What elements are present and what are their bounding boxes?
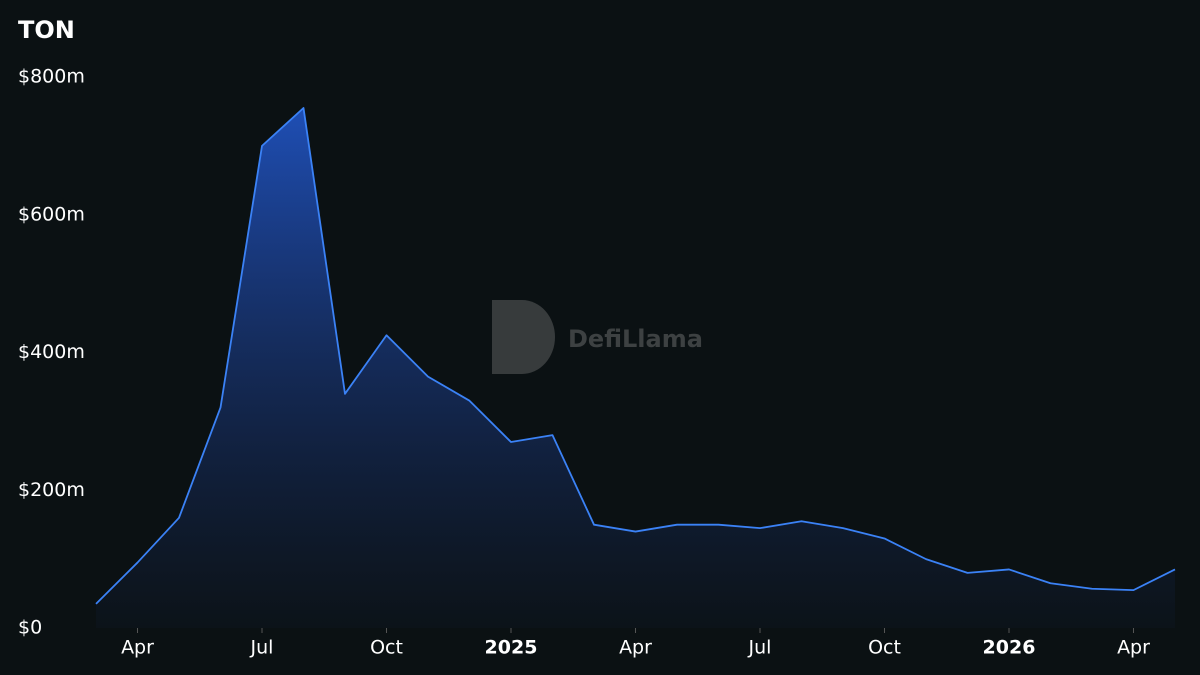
x-tick-label: Apr bbox=[1117, 637, 1150, 659]
x-tick-label: 2026 bbox=[983, 637, 1036, 659]
y-tick-label: $200m bbox=[18, 479, 85, 501]
x-tick-label: Apr bbox=[121, 637, 154, 659]
area-fill bbox=[96, 107, 1175, 628]
watermark: DefiLlama bbox=[492, 300, 703, 374]
x-tick-label: Jul bbox=[250, 637, 274, 659]
chart-title: TON bbox=[18, 16, 75, 44]
watermark-logo bbox=[492, 300, 555, 374]
x-tick-label: Jul bbox=[748, 637, 772, 659]
y-tick-label: $400m bbox=[18, 341, 85, 363]
watermark-text: DefiLlama bbox=[568, 325, 703, 353]
x-tick-label: 2025 bbox=[485, 637, 538, 659]
y-tick-label: $800m bbox=[18, 66, 85, 88]
plot-area: $0 $200m $400m $600m $800m Apr Jul Oct 2025 Apr Ju… bbox=[18, 66, 1176, 659]
x-tick-label: Oct bbox=[868, 637, 901, 659]
y-tick-label: $0 bbox=[18, 617, 42, 639]
area-line bbox=[95, 107, 1176, 605]
x-tick-label: Oct bbox=[370, 637, 403, 659]
x-tick-label: Apr bbox=[619, 637, 652, 659]
y-tick-label: $600m bbox=[18, 203, 85, 225]
